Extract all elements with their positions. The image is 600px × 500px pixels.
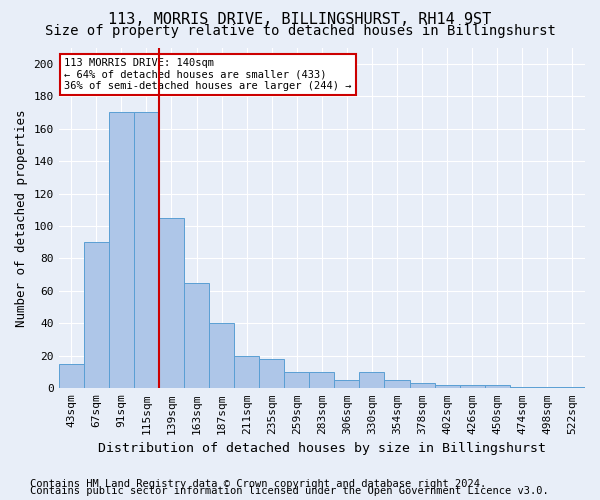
Bar bbox=[84, 242, 109, 388]
Bar bbox=[234, 356, 259, 388]
Bar bbox=[310, 372, 334, 388]
Bar bbox=[209, 324, 234, 388]
Bar bbox=[134, 112, 159, 388]
Y-axis label: Number of detached properties: Number of detached properties bbox=[15, 109, 28, 326]
Bar bbox=[510, 386, 535, 388]
Text: 113, MORRIS DRIVE, BILLINGSHURST, RH14 9ST: 113, MORRIS DRIVE, BILLINGSHURST, RH14 9… bbox=[109, 12, 491, 28]
Bar bbox=[59, 364, 84, 388]
Text: 113 MORRIS DRIVE: 140sqm
← 64% of detached houses are smaller (433)
36% of semi-: 113 MORRIS DRIVE: 140sqm ← 64% of detach… bbox=[64, 58, 352, 91]
Text: Size of property relative to detached houses in Billingshurst: Size of property relative to detached ho… bbox=[44, 24, 556, 38]
Bar bbox=[259, 359, 284, 388]
Text: Contains public sector information licensed under the Open Government Licence v3: Contains public sector information licen… bbox=[30, 486, 549, 496]
Bar bbox=[359, 372, 385, 388]
Bar bbox=[184, 283, 209, 389]
Bar bbox=[535, 386, 560, 388]
Bar bbox=[284, 372, 310, 388]
Bar bbox=[385, 380, 410, 388]
Bar bbox=[159, 218, 184, 388]
Bar bbox=[560, 386, 585, 388]
X-axis label: Distribution of detached houses by size in Billingshurst: Distribution of detached houses by size … bbox=[98, 442, 546, 455]
Bar bbox=[434, 385, 460, 388]
Text: Contains HM Land Registry data © Crown copyright and database right 2024.: Contains HM Land Registry data © Crown c… bbox=[30, 479, 486, 489]
Bar bbox=[410, 384, 434, 388]
Bar bbox=[109, 112, 134, 388]
Bar bbox=[460, 385, 485, 388]
Bar bbox=[334, 380, 359, 388]
Bar bbox=[485, 385, 510, 388]
